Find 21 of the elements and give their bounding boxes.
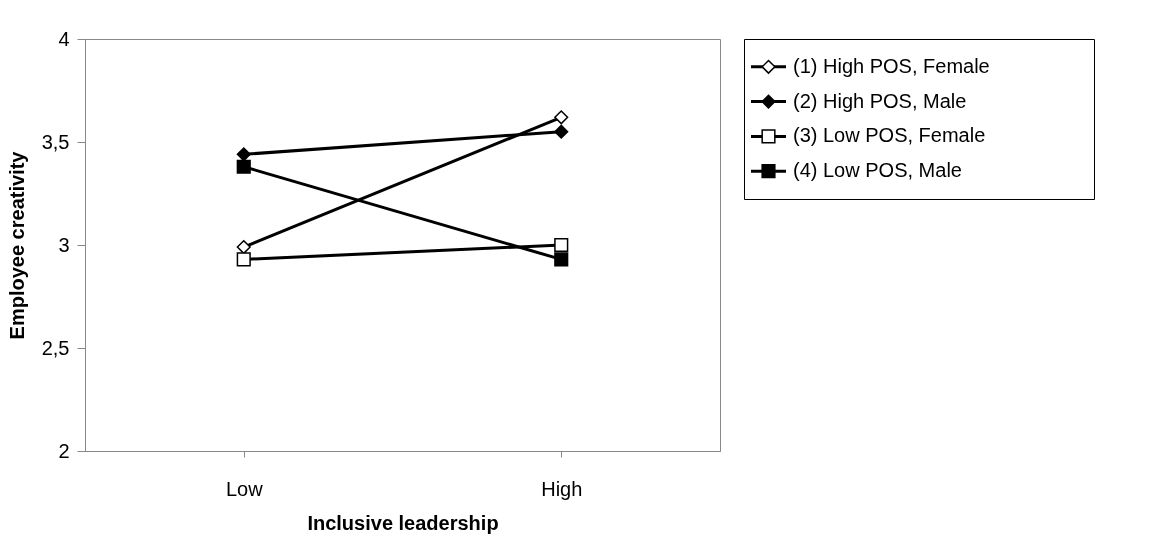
x-tick-label: Low (225, 477, 264, 500)
point (554, 252, 569, 267)
y-tick-label: 2,5 (41, 336, 70, 359)
x-tick-label: High (541, 477, 583, 500)
point (236, 159, 251, 174)
y-tick-label: 2 (58, 439, 70, 462)
point (554, 237, 569, 253)
legend-label: (1) High POS, Female (793, 54, 990, 77)
x-axis-title: Inclusive leadership (307, 511, 499, 534)
point (236, 147, 251, 162)
point (554, 110, 569, 125)
legend-label: (4) Low POS, Male (793, 159, 962, 182)
point (554, 124, 569, 139)
y-tick-label: 4 (58, 27, 70, 50)
point (236, 239, 251, 255)
y-tick-label: 3 (58, 233, 70, 256)
y-axis-title: Employee creativity (5, 150, 28, 340)
point (236, 252, 251, 267)
y-tick-label: 3,5 (41, 130, 70, 153)
legend-label: (2) High POS, Male (793, 89, 967, 112)
legend-label: (3) Low POS, Female (793, 124, 986, 147)
